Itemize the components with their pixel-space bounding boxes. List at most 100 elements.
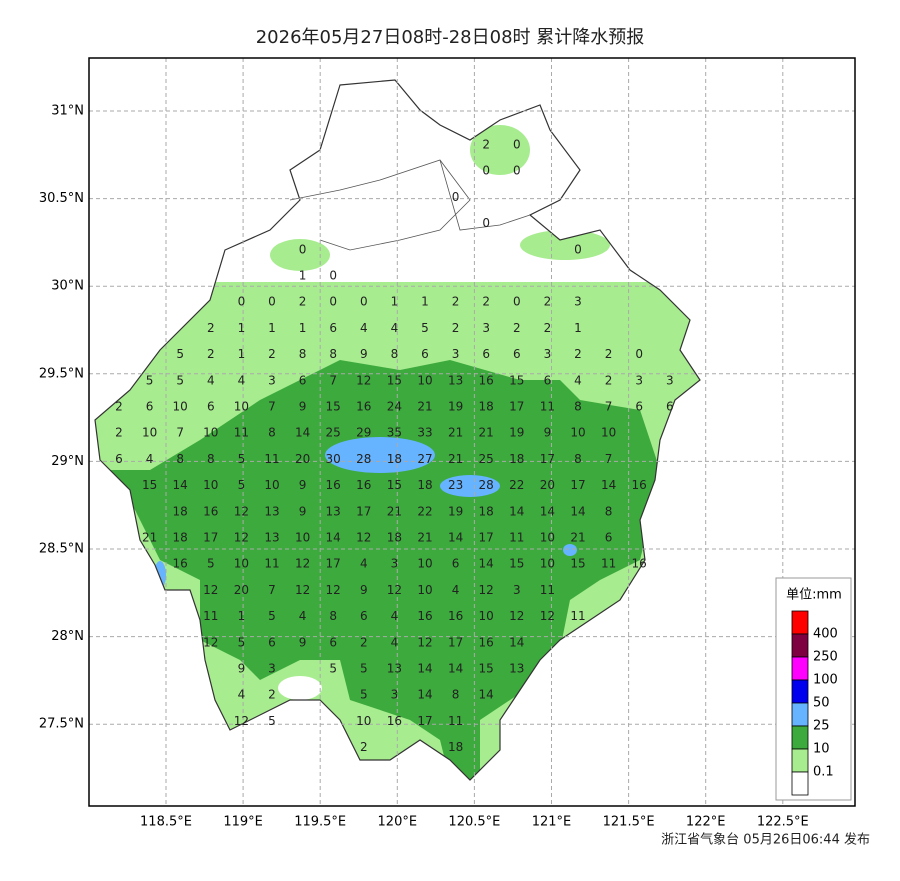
rain-value: 15	[479, 662, 494, 676]
rain-value: 5	[238, 452, 246, 466]
legend-label: 50	[813, 696, 830, 711]
rain-value: 15	[509, 373, 524, 387]
rain-value: 21	[570, 531, 585, 545]
rain-value: 11	[264, 452, 279, 466]
rain-value: 10	[540, 531, 555, 545]
rain-value: 8	[176, 452, 184, 466]
rain-value: 8	[329, 609, 337, 623]
rain-value: 4	[452, 583, 460, 597]
rain-value: 5	[268, 609, 276, 623]
rain-value: 12	[203, 583, 218, 597]
rain-value: 16	[479, 635, 494, 649]
rain-value: 15	[509, 557, 524, 571]
rain-value: 2	[513, 321, 521, 335]
rain-value: 0	[268, 295, 276, 309]
rain-value: 18	[479, 400, 494, 414]
lat-tick-label: 29°N	[51, 454, 84, 469]
rain-value: 22	[417, 504, 432, 518]
rain-value: 15	[387, 373, 402, 387]
rain-value: 12	[540, 609, 555, 623]
rainfall-fill	[95, 80, 700, 780]
rain-value: 2	[299, 295, 307, 309]
rain-value: 12	[234, 504, 249, 518]
rain-value: 16	[632, 557, 647, 571]
lat-tick-label: 29.5°N	[39, 366, 84, 381]
rain-value: 14	[295, 426, 310, 440]
rain-value: 6	[360, 609, 368, 623]
rain-value: 3	[635, 373, 643, 387]
lon-tick-label: 119°E	[223, 815, 263, 830]
rain-value: 19	[448, 504, 463, 518]
rain-value: 1	[238, 609, 246, 623]
rain-value: 28	[356, 452, 371, 466]
rain-value: 20	[540, 478, 555, 492]
lon-tick-label: 120°E	[378, 815, 418, 830]
rain-value: 10	[417, 557, 432, 571]
rain-value: 25	[326, 426, 341, 440]
rain-value: 14	[326, 531, 341, 545]
lon-tick-label: 121°E	[532, 815, 572, 830]
lon-tick-label: 122.5°E	[757, 815, 809, 830]
rain-value: 2	[360, 740, 368, 754]
rain-value: 8	[574, 400, 582, 414]
rain-value: 8	[329, 347, 337, 361]
rain-value: 3	[666, 373, 674, 387]
rain-value: 9	[360, 583, 368, 597]
rain-value: 4	[238, 688, 246, 702]
rain-value: 3	[574, 295, 582, 309]
rain-value: 4	[360, 321, 368, 335]
rain-value: 6	[544, 373, 552, 387]
rain-value: 2	[207, 347, 215, 361]
rain-value: 12	[356, 531, 371, 545]
province-border	[94, 79, 701, 781]
light-rain-patch	[270, 239, 330, 271]
rain-value: 12	[479, 583, 494, 597]
rain-value: 23	[448, 478, 463, 492]
rain-value: 11	[601, 557, 616, 571]
rain-value: 8	[207, 452, 215, 466]
rain-value: 14	[479, 688, 494, 702]
rain-value: 12	[234, 531, 249, 545]
rain-value: 6	[666, 400, 674, 414]
rain-value: 2	[605, 373, 613, 387]
rain-value: 2	[452, 295, 460, 309]
legend-swatch	[791, 725, 809, 750]
rain-value: 13	[448, 373, 463, 387]
heavy-rain-area	[563, 544, 577, 556]
lat-tick-label: 27.5°N	[39, 717, 84, 732]
rain-value: 5	[360, 688, 368, 702]
rain-value: 21	[448, 426, 463, 440]
rain-value: 10	[540, 557, 555, 571]
rain-value: 13	[509, 662, 524, 676]
light-rain-patch	[520, 230, 610, 260]
rain-value: 8	[391, 347, 399, 361]
rain-value: 35	[387, 426, 402, 440]
rain-value: 10	[356, 714, 371, 728]
rain-value: 11	[234, 426, 249, 440]
rain-value: 1	[238, 321, 246, 335]
rain-value: 0	[513, 138, 521, 152]
rain-value: 8	[605, 504, 613, 518]
rain-value: 4	[391, 609, 399, 623]
rain-value: 14	[448, 662, 463, 676]
rain-value: 6	[268, 635, 276, 649]
rain-value: 25	[479, 452, 494, 466]
rain-value: 1	[421, 295, 429, 309]
rain-value: 2	[268, 347, 276, 361]
rain-value: 2	[207, 321, 215, 335]
rain-value: 18	[387, 452, 402, 466]
rain-value: 11	[540, 400, 555, 414]
rain-value: 4	[574, 373, 582, 387]
rain-value: 15	[570, 557, 585, 571]
rain-value: 5	[238, 478, 246, 492]
rain-value: 17	[479, 531, 494, 545]
rain-value: 19	[509, 426, 524, 440]
legend-swatch	[791, 702, 809, 727]
rain-value: 21	[417, 531, 432, 545]
rain-value: 10	[295, 531, 310, 545]
rain-value: 6	[207, 400, 215, 414]
rain-value: 11	[203, 609, 218, 623]
rain-value: 11	[448, 714, 463, 728]
rain-value: 3	[513, 583, 521, 597]
